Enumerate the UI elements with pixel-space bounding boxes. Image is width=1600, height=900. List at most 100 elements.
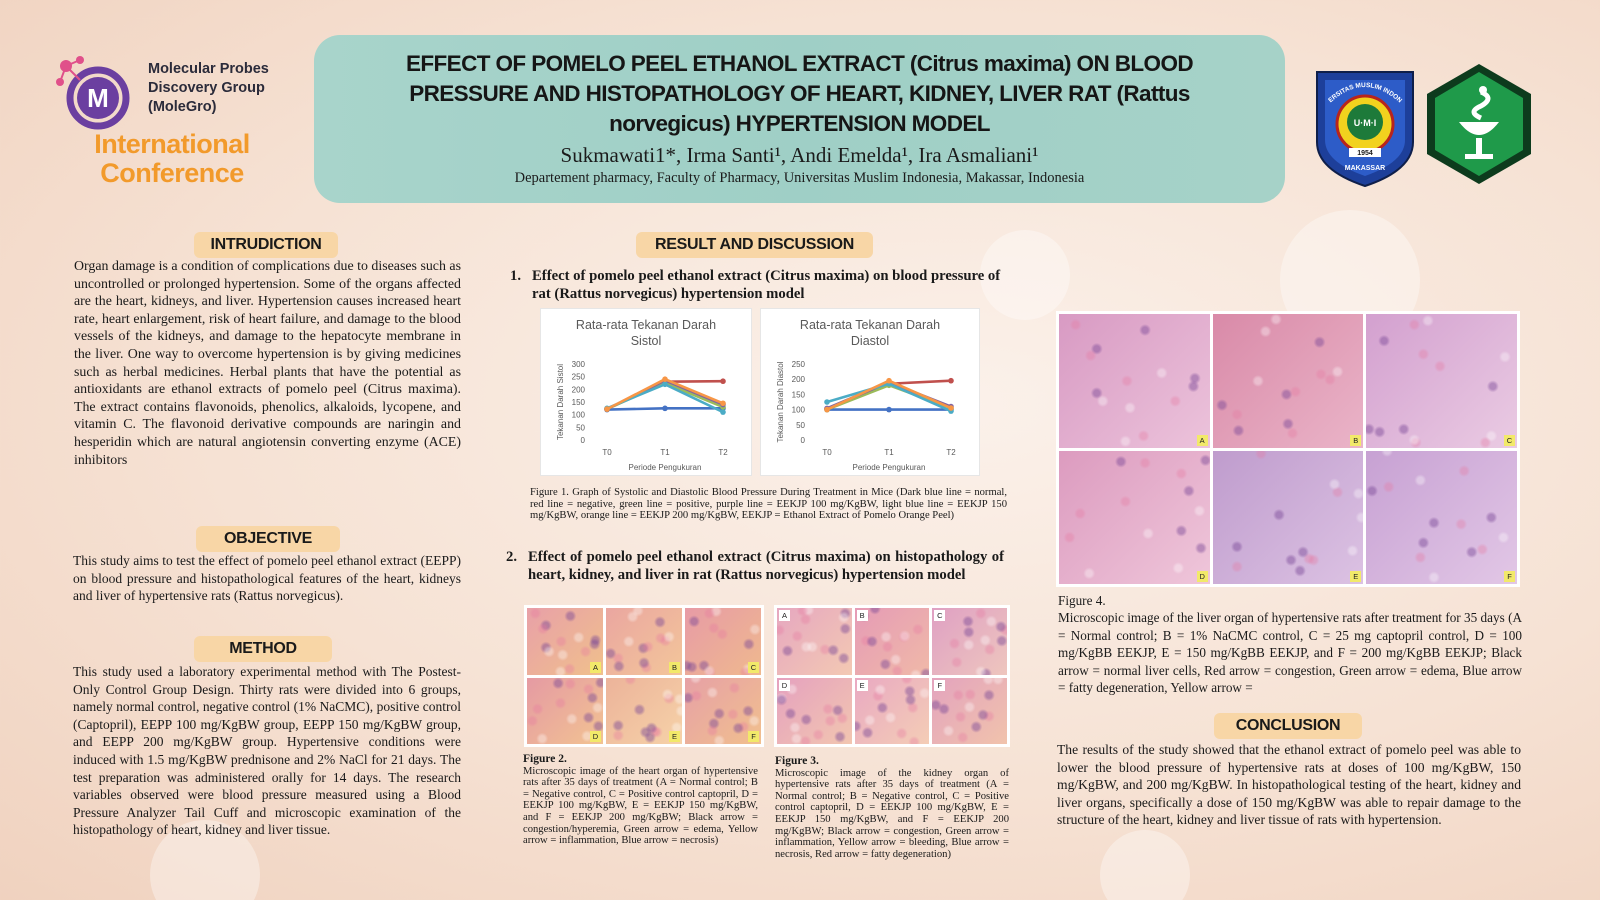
y-tick-label: 150	[792, 390, 806, 399]
affiliation: Departement pharmacy, Faculty of Pharmac…	[514, 170, 1085, 186]
organizer-logo-group: M Molecular Probes Discovery Group (Mole…	[52, 50, 292, 200]
molecule-m-logo-icon: M	[56, 56, 130, 130]
data-point	[886, 377, 892, 384]
results-subheading-2: 2. Effect of pomelo peel ethanol extract…	[506, 549, 1004, 584]
x-tick-label: T2	[718, 448, 728, 457]
data-point	[662, 376, 668, 382]
micrograph-panel: F	[932, 677, 1007, 744]
panel-label: F	[1503, 571, 1515, 582]
subheading-number: 2.	[506, 549, 518, 565]
y-axis-label: Tekanan Darah Sistol	[556, 364, 565, 440]
pharmacy-hexagon-logo-icon	[1427, 64, 1531, 184]
panel-label: C	[748, 661, 759, 673]
micrograph-panel: E	[606, 677, 682, 744]
conference-line-1: International	[94, 129, 250, 159]
figure-2-label: Figure 2.	[523, 753, 567, 765]
micrograph-panel: E	[1212, 450, 1364, 584]
y-axis-label: Tekanan Darah Diastol	[776, 361, 785, 442]
objective-text: This study aims to test the effect of po…	[73, 553, 461, 604]
bokeh-decoration	[150, 820, 260, 900]
x-axis-label: Periode Pengukuran	[629, 463, 702, 472]
diastolic-chart: Rata-rata Tekanan Darah Diastol 0 50 100 15…	[760, 308, 980, 476]
introduction-heading: INTRUDICTION	[194, 232, 338, 258]
objective-heading: OBJECTIVE	[196, 526, 340, 552]
panel-label: D	[1196, 571, 1208, 582]
micrograph-panel: D	[527, 677, 603, 744]
x-tick-label: T1	[660, 448, 670, 457]
panel-label: A	[1196, 434, 1208, 446]
micrograph-panel: C	[685, 608, 761, 675]
conclusion-heading: CONCLUSION	[1214, 713, 1362, 739]
micrograph-panel: E	[854, 677, 930, 744]
diastolic-chart-plot: 0 50 100 150 200 250 T0 T1 T2 Periode Pengukuran T…	[776, 360, 956, 472]
micrograph-panel: B	[854, 608, 930, 675]
conference-label: International Conference	[82, 130, 262, 188]
figure-2-caption: Figure 2. Microscopic image of the heart…	[523, 753, 758, 847]
data-point	[720, 400, 726, 407]
panel-label: B	[1350, 434, 1362, 446]
x-axis-label: Periode Pengukuran	[853, 463, 926, 472]
data-point	[720, 378, 726, 385]
panel-label: B	[669, 661, 680, 673]
y-tick-label: 0	[801, 436, 806, 445]
systolic-chart: Rata-rata Tekanan Darah Sistol 0 50 100 150…	[540, 308, 752, 476]
micrograph-panel: C	[1366, 314, 1517, 448]
data-point	[662, 405, 668, 412]
figure-3-label: Figure 3.	[775, 755, 819, 767]
x-tick-label: T1	[884, 448, 894, 457]
liver-micrograph-grid: A B C D E F	[1056, 311, 1520, 587]
panel-label: F	[748, 731, 759, 742]
systolic-chart-plot: 0 50 100 150 200 250 300 T0 T1 T2 Periode Pengukur…	[556, 360, 728, 472]
panel-label: F	[934, 679, 946, 691]
y-tick-label: 250	[792, 360, 806, 369]
figure-3-text: Microscopic image of the kidney organ of…	[775, 767, 1009, 860]
micrograph-panel: C	[932, 608, 1007, 675]
org-logo-letter: M	[87, 83, 109, 113]
panel-label: A	[590, 661, 601, 673]
method-heading: METHOD	[194, 636, 332, 662]
y-tick-label: 50	[796, 421, 805, 430]
data-point	[662, 381, 668, 388]
micrograph-panel: B	[606, 608, 682, 675]
panel-label: D	[779, 679, 790, 691]
results-subheading-1: 1. Effect of pomelo peel ethanol extract…	[510, 268, 1004, 303]
subheading-text: Effect of pomelo peel ethanol extract (C…	[528, 549, 1004, 583]
panel-label: C	[1503, 434, 1515, 446]
chart-title: Rata-rata Tekanan Darah Diastol	[799, 318, 941, 348]
chart-title: Rata-rata Tekanan Darah Sistol	[575, 318, 717, 348]
micrograph-panel: D	[777, 677, 852, 744]
panel-label: E	[856, 679, 868, 691]
univ-logo-year: 1954	[1357, 150, 1373, 157]
micrograph-panel: F	[1366, 450, 1517, 584]
x-tick-label: T0	[602, 448, 612, 457]
conference-line-2: Conference	[100, 158, 244, 188]
micrograph-panel: F	[685, 677, 761, 744]
method-text: This study used a laboratory experimenta…	[73, 664, 461, 838]
y-tick-label: 300	[572, 360, 586, 369]
panel-label: B	[856, 610, 868, 621]
figure-4-caption: Figure 4. Microscopic image of the liver…	[1058, 592, 1522, 696]
y-tick-label: 250	[572, 373, 586, 382]
y-tick-label: 150	[572, 398, 586, 407]
university-shield-logo-icon: UNIVERSITAS MUSLIM INDONESIA U·M·I 1954 …	[1313, 64, 1414, 188]
panel-label: E	[669, 731, 680, 742]
authors: Sukmawati1*, Irma Santi¹, Andi Emelda¹, …	[560, 143, 1039, 167]
figure-4-label: Figure 4.	[1058, 593, 1106, 608]
data-point	[824, 399, 830, 405]
x-tick-label: T0	[822, 448, 832, 457]
results-heading: RESULT AND DISCUSSION	[636, 232, 873, 258]
y-tick-label: 200	[572, 385, 586, 394]
data-point	[886, 406, 892, 413]
y-tick-label: 0	[581, 436, 586, 445]
y-tick-label: 100	[792, 406, 806, 415]
univ-logo-center: U·M·I	[1354, 118, 1377, 128]
univ-logo-bottom-text: MAKASSAR	[1345, 165, 1385, 172]
micrograph-panel: D	[1059, 450, 1210, 584]
data-point	[948, 405, 954, 411]
micrograph-panel: A	[527, 608, 603, 675]
bokeh-decoration	[1100, 830, 1190, 900]
bokeh-decoration	[980, 230, 1070, 320]
figure-1-caption: Figure 1. Graph of Systolic and Diastoli…	[530, 487, 1007, 522]
micrograph-panel: B	[1212, 314, 1364, 448]
data-point	[824, 406, 830, 413]
